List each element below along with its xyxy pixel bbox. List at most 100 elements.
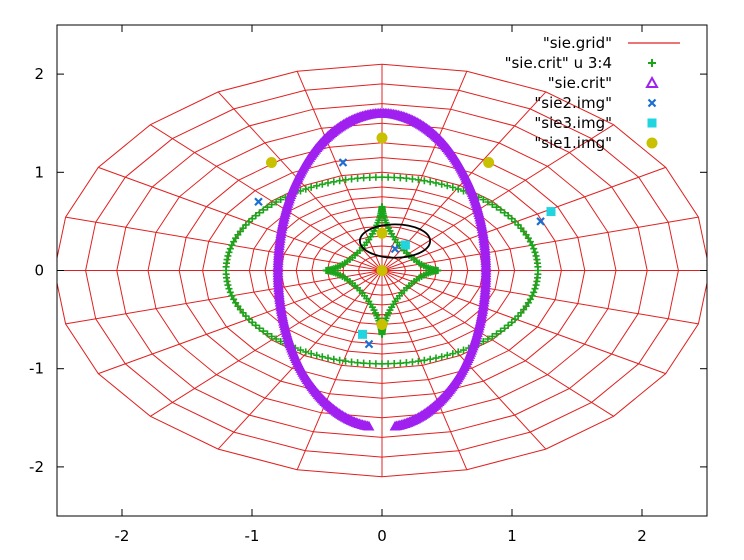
caustic-point bbox=[252, 212, 260, 220]
caustic-point bbox=[228, 292, 236, 300]
grid-spoke bbox=[65, 216, 383, 271]
caustic-point bbox=[497, 327, 505, 335]
data-series bbox=[222, 107, 556, 431]
caustic-point bbox=[484, 198, 492, 206]
caustic-point bbox=[460, 346, 468, 354]
caustic-point bbox=[390, 173, 398, 181]
caustic-point bbox=[318, 353, 326, 361]
caustic-point bbox=[501, 209, 509, 217]
caustic-point bbox=[318, 180, 326, 188]
grid-spoke bbox=[381, 216, 699, 271]
caustic-point bbox=[263, 330, 271, 338]
axis-ticks: -2 -1 0 1 2 -2 -1 0 1 2 bbox=[29, 25, 707, 545]
caustic-point bbox=[296, 187, 304, 195]
caustic-point bbox=[414, 176, 422, 184]
image-point bbox=[536, 217, 545, 226]
x-tick-label: -1 bbox=[245, 527, 260, 545]
y-tick-label: 2 bbox=[34, 65, 44, 83]
caustic-point bbox=[313, 182, 321, 190]
grid-spoke bbox=[381, 166, 666, 271]
caustic-point bbox=[443, 182, 451, 190]
caustic-point bbox=[402, 359, 410, 367]
legend-label: "sie2.img" bbox=[534, 94, 612, 112]
caustic-point bbox=[336, 177, 344, 185]
x-tick-label: -2 bbox=[115, 527, 130, 545]
caustic-point bbox=[225, 285, 233, 293]
caustic-point bbox=[248, 318, 256, 326]
legend-label: "sie.crit" u 3:4 bbox=[505, 54, 612, 72]
caustic-point bbox=[330, 355, 338, 363]
legend-label: "sie1.img" bbox=[534, 134, 612, 152]
caustic-point bbox=[479, 196, 487, 204]
caustic-point bbox=[449, 350, 457, 358]
caustic-point bbox=[252, 321, 260, 329]
caustic-point bbox=[528, 241, 536, 249]
caustic-point bbox=[230, 238, 238, 246]
critical-curve-point bbox=[374, 107, 386, 118]
legend-marker bbox=[647, 118, 657, 128]
caustic-point bbox=[255, 209, 263, 217]
grid-spoke bbox=[381, 270, 666, 375]
caustic-point bbox=[354, 174, 362, 182]
caustic-point bbox=[224, 252, 232, 260]
legend-marker bbox=[647, 98, 657, 108]
caustic-point bbox=[531, 248, 539, 256]
image-point bbox=[376, 265, 388, 276]
grid-spoke bbox=[150, 270, 383, 417]
caustic-point bbox=[414, 357, 422, 365]
image-point bbox=[254, 197, 263, 207]
critical-curve-point bbox=[389, 420, 401, 431]
x-tick-label: 0 bbox=[377, 527, 387, 545]
caustic-point bbox=[426, 355, 434, 363]
caustic-point bbox=[223, 277, 231, 285]
caustic-point bbox=[296, 346, 304, 354]
caustic-point bbox=[307, 350, 315, 358]
grid-spoke bbox=[150, 124, 383, 271]
caustic-point bbox=[372, 173, 380, 181]
caustic-point bbox=[504, 321, 512, 329]
caustic-point bbox=[366, 173, 374, 181]
caustic-point bbox=[225, 248, 233, 256]
image-point bbox=[546, 207, 556, 217]
caustic-point bbox=[324, 179, 332, 187]
image-point bbox=[376, 132, 388, 144]
caustic-point bbox=[488, 201, 496, 209]
caustic-point bbox=[434, 267, 442, 275]
caustic-point bbox=[531, 285, 539, 293]
caustic-point bbox=[501, 324, 509, 332]
caustic-point bbox=[438, 353, 446, 361]
caustic-point bbox=[449, 183, 457, 191]
caustic-point bbox=[366, 360, 374, 368]
caustic-point bbox=[263, 203, 271, 211]
caustic-point bbox=[268, 201, 276, 209]
caustic-point bbox=[255, 324, 263, 332]
caustic-point bbox=[504, 212, 512, 220]
caustic-point bbox=[354, 359, 362, 367]
legend-label: "sie.grid" bbox=[543, 34, 612, 52]
grid-spoke bbox=[217, 270, 383, 450]
caustic-point bbox=[307, 183, 315, 191]
caustic-point bbox=[420, 356, 428, 364]
grid-ring bbox=[57, 63, 707, 478]
caustic-point bbox=[378, 360, 386, 368]
caustic-point bbox=[313, 351, 321, 359]
caustic-point bbox=[259, 206, 267, 214]
caustic-point bbox=[528, 292, 536, 300]
image-point bbox=[483, 156, 495, 168]
caustic-point bbox=[532, 252, 540, 260]
caustic-point bbox=[532, 281, 540, 289]
image-point bbox=[400, 240, 410, 250]
caustic-point bbox=[408, 358, 416, 366]
source-ellipse bbox=[358, 223, 431, 259]
image-point bbox=[266, 156, 277, 168]
caustic-point bbox=[508, 215, 516, 223]
caustic-point bbox=[272, 335, 280, 343]
grid-spoke bbox=[381, 270, 699, 325]
caustic-point bbox=[530, 245, 538, 253]
caustic-point bbox=[336, 356, 344, 364]
caustic-point bbox=[342, 357, 350, 365]
caustic-point bbox=[378, 173, 386, 181]
caustic-point bbox=[330, 178, 338, 186]
caustic-point bbox=[402, 174, 410, 182]
